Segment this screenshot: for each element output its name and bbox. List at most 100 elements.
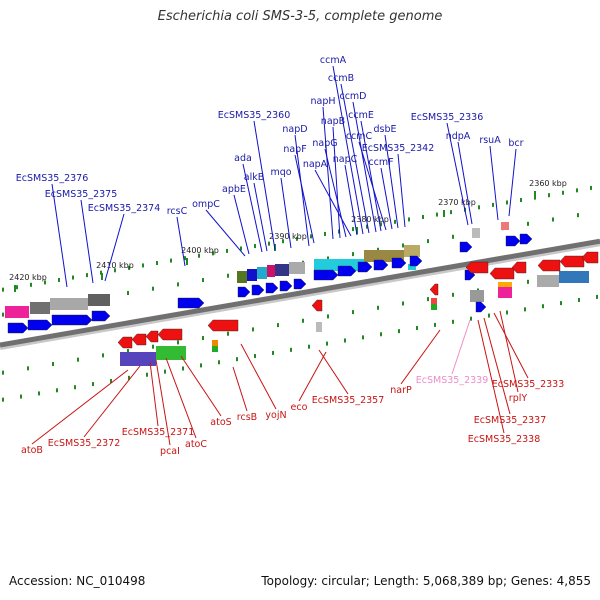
tick-dot-lower [128, 375, 130, 380]
gene-arrows [7, 233, 599, 349]
tick-dot-lower [470, 316, 472, 321]
tick-dot-upper [58, 277, 60, 282]
tick-label: 2420 kbp [9, 273, 47, 282]
tick-dot-mid-lower [277, 323, 279, 328]
tick-dot-upper [492, 202, 494, 207]
tick-dot-mid-lower [452, 292, 454, 297]
leader-line-forward [242, 163, 263, 253]
tick-dot-lower [308, 344, 310, 349]
gene-label-bcr: bcr [508, 138, 523, 149]
tick-dot-upper [72, 275, 74, 280]
gene-label-naph: napH [310, 96, 335, 107]
tick-dot-lower [272, 350, 274, 355]
tick-dot-upper [562, 190, 564, 195]
forward-gene-arrow [177, 297, 205, 309]
gene-label-ecsms35-2372: EcSMS35_2372 [48, 438, 121, 449]
tick-dot-mid-lower [52, 362, 54, 367]
tick-dot-lower [182, 366, 184, 371]
tick-mark-major [356, 227, 358, 234]
forward-gene-arrow [293, 278, 307, 290]
tick-dot-upper [282, 239, 284, 244]
feature-block [501, 222, 509, 230]
tick-dot-lower [218, 360, 220, 365]
gene-label-rcsb: rcsB [237, 412, 257, 423]
reverse-gene-arrow [131, 333, 147, 346]
gene-label-rply: rplY [509, 393, 528, 404]
leader-line-forward [489, 145, 499, 221]
tick-dot-lower [344, 338, 346, 343]
feature-block [30, 302, 50, 314]
gene-label-napc: napC [333, 154, 358, 165]
leader-line-reverse [180, 355, 222, 417]
feature-block [404, 245, 420, 257]
forward-gene-arrow [7, 322, 29, 334]
gene-label-atob: atoB [21, 445, 43, 456]
leader-line-reverse [149, 361, 159, 427]
tick-dot-upper [86, 273, 88, 278]
tick-dot-upper [324, 231, 326, 236]
gene-label-atos: atoS [210, 417, 231, 428]
tick-dot-upper [212, 251, 214, 256]
gene-label-ecsms35-2357: EcSMS35_2357 [312, 395, 385, 406]
tick-dot-lower [452, 319, 454, 324]
leader-line-forward [397, 153, 406, 228]
tick-mark-major [443, 210, 445, 217]
leader-line-reverse [451, 319, 471, 375]
tick-dot-upper [2, 287, 4, 292]
leader-line-forward [380, 167, 393, 230]
gene-label-ecsms35-2342: EcSMS35_2342 [362, 143, 435, 154]
tick-dot-mid-lower [377, 305, 379, 310]
leader-line-forward [314, 169, 352, 237]
tick-dot-lower [326, 341, 328, 346]
accession-text: Accession: NC_010498 [9, 574, 146, 588]
tick-dot-upper [156, 261, 158, 266]
tick-dot-mid-lower [252, 327, 254, 332]
tick-dot-mid-upper [152, 286, 154, 291]
gene-label-ecsms35-2339: EcSMS35_2339 [416, 375, 489, 386]
tick-mark-major [14, 285, 16, 292]
gene-label-ompc: ompC [192, 199, 220, 210]
feature-block [431, 304, 437, 310]
gene-label-napa: napA [303, 159, 328, 170]
forward-gene-arrow [409, 255, 423, 267]
leader-line-reverse [477, 319, 505, 434]
tick-dot-upper [590, 185, 592, 190]
feature-block [247, 269, 257, 281]
forward-gene-arrow [27, 319, 53, 331]
reverse-gene-arrow [207, 319, 239, 332]
leader-line-forward [324, 148, 347, 238]
tick-dot-upper [44, 280, 46, 285]
gene-label-ccma: ccmA [320, 55, 347, 66]
tick-dot-mid-upper [327, 256, 329, 261]
leader-line-forward [344, 164, 358, 236]
tick-dot-upper [296, 236, 298, 241]
reverse-gene-arrow [117, 336, 133, 349]
tick-label: 2360 kbp [529, 179, 567, 188]
leader-line-reverse [165, 357, 197, 439]
tick-label: 2390 kbp [269, 232, 307, 241]
leader-line-reverse [31, 369, 129, 445]
leader-line-forward [294, 134, 310, 247]
gene-label-napd: napD [282, 124, 307, 135]
feature-block [289, 262, 305, 274]
tick-dot-lower [506, 310, 508, 315]
forward-gene-arrow [265, 282, 279, 294]
leader-line-forward [332, 65, 364, 235]
forward-gene-arrow [279, 280, 293, 292]
feature-block [257, 267, 267, 279]
feature-block [50, 298, 88, 310]
feature-block [275, 264, 289, 276]
feature-block [537, 275, 559, 287]
gene-label-pcai: pcaI [160, 446, 180, 457]
tick-dot-mid-upper [527, 221, 529, 226]
gene-label-rsua: rsuA [479, 135, 501, 146]
tick-dot-upper [198, 253, 200, 258]
leader-line-reverse [240, 343, 277, 410]
forward-gene-arrow [91, 310, 111, 322]
tick-dot-upper [100, 270, 102, 275]
tick-dot-lower [38, 391, 40, 396]
gene-label-yojn: yojN [265, 410, 286, 421]
gene-label-ada: ada [234, 153, 252, 164]
tick-dot-upper [142, 263, 144, 268]
